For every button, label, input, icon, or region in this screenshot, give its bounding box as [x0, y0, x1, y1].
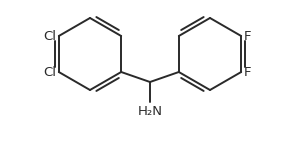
Text: Cl: Cl — [43, 29, 56, 43]
Text: H₂N: H₂N — [137, 105, 163, 118]
Text: F: F — [244, 29, 252, 43]
Text: Cl: Cl — [43, 66, 56, 78]
Text: F: F — [244, 66, 252, 78]
